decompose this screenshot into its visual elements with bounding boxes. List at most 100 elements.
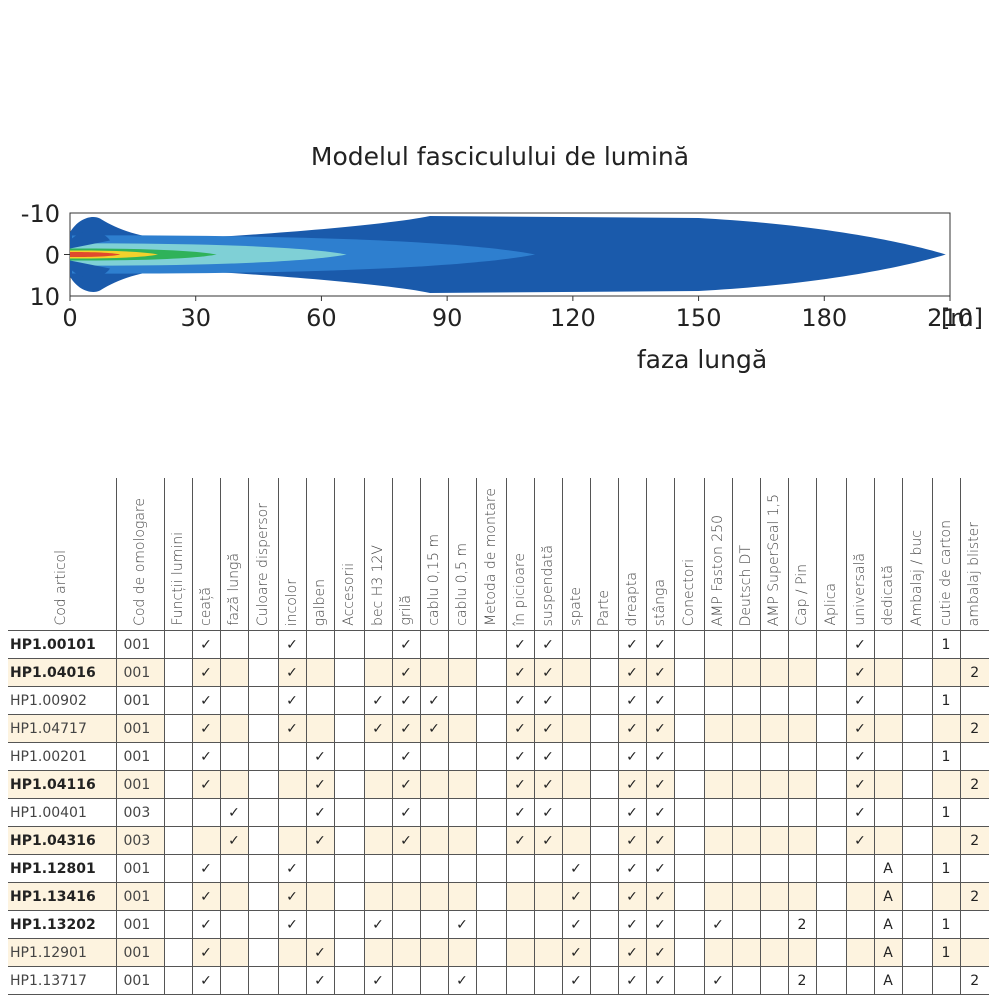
table-cell <box>448 826 477 855</box>
table-cell <box>732 686 761 715</box>
column-header-label: fază lungă <box>225 553 242 626</box>
table-cell <box>278 966 307 995</box>
table-cell <box>732 714 761 743</box>
table-cell <box>364 938 393 967</box>
table-row: HP1.00902 001 ✓ ✓ ✓ ✓ ✓ ✓ ✓ ✓ ✓ ✓ 1 <box>8 686 989 715</box>
table-cell <box>248 966 279 995</box>
table-cell <box>788 714 817 743</box>
table-cell <box>674 854 705 883</box>
table-cell: ✓ <box>562 882 591 911</box>
table-row: HP1.04316 003 ✓ ✓ ✓ ✓ ✓ ✓ ✓ ✓ 2 <box>8 826 989 855</box>
table-cell <box>732 966 761 995</box>
table-cell: 2 <box>788 910 817 939</box>
table-cell: ✓ <box>646 966 675 995</box>
article-code-cell: HP1.04717 <box>8 714 117 743</box>
table-cell <box>960 686 989 715</box>
table-cell <box>334 658 365 687</box>
table-cell <box>902 938 933 967</box>
table-cell: ✓ <box>618 798 647 827</box>
column-header-label: Deutsch DT <box>737 544 754 626</box>
chart-title: Modelul fasciculului de lumină <box>311 142 689 171</box>
approval-code-cell: 001 <box>116 966 165 995</box>
table-header-row: Cod articol Cod de omologare Funcții lumin… <box>8 478 989 631</box>
column-header-label: Conectori <box>680 558 697 626</box>
table-cell <box>192 798 221 827</box>
table-cell: ✓ <box>392 630 421 659</box>
table-cell <box>732 630 761 659</box>
table-cell: ✓ <box>392 770 421 799</box>
table-cell <box>874 826 903 855</box>
table-cell <box>248 826 279 855</box>
table-cell <box>448 882 477 911</box>
table-cell <box>248 658 279 687</box>
table-cell <box>732 742 761 771</box>
table-cell <box>760 966 789 995</box>
column-header-label: Accesorii <box>340 563 357 626</box>
table-cell <box>164 630 193 659</box>
table-cell <box>674 938 705 967</box>
table-row: HP1.12901 001 ✓ ✓ ✓ ✓ ✓ A 1 <box>8 938 989 967</box>
table-cell <box>420 966 449 995</box>
table-cell <box>562 630 591 659</box>
table-cell <box>364 742 393 771</box>
column-header-label: Aplica <box>822 583 839 626</box>
column-header-label: în picioare <box>511 553 528 626</box>
column-header: Ambalaj / buc <box>902 478 933 631</box>
table-cell: ✓ <box>392 742 421 771</box>
table-cell: 2 <box>960 966 989 995</box>
table-cell: ✓ <box>192 966 221 995</box>
column-header-label: grilă <box>397 595 414 626</box>
table-cell <box>932 882 961 911</box>
column-header-label: Funcții lumini <box>169 532 186 626</box>
approval-code-cell: 001 <box>116 882 165 911</box>
table-cell <box>334 770 365 799</box>
x-tick-label: 90 <box>432 304 463 332</box>
table-cell <box>220 770 249 799</box>
table-cell: ✓ <box>646 910 675 939</box>
table-cell <box>220 938 249 967</box>
table-body: HP1.00101 001 ✓ ✓ ✓ ✓ ✓ ✓ ✓ ✓ 1 HP1.04016 001 ✓ ✓ ✓ ✓ ✓ ✓ ✓… <box>8 630 989 995</box>
table-cell: ✓ <box>306 966 335 995</box>
table-cell <box>704 714 733 743</box>
table-cell <box>420 854 449 883</box>
table-cell <box>534 854 563 883</box>
table-cell <box>164 658 193 687</box>
table-cell: ✓ <box>534 686 563 715</box>
column-header-label: bec H3 12V <box>369 545 386 626</box>
table-cell: ✓ <box>306 742 335 771</box>
table-cell <box>420 826 449 855</box>
table-cell <box>220 658 249 687</box>
approval-code-cell: 003 <box>116 798 165 827</box>
table-cell <box>334 714 365 743</box>
table-cell <box>164 798 193 827</box>
table-cell <box>732 882 761 911</box>
table-cell <box>248 770 279 799</box>
approval-code-cell: 001 <box>116 714 165 743</box>
column-header: cablu 0,15 m <box>420 478 449 631</box>
table-cell <box>164 910 193 939</box>
table-cell: ✓ <box>846 742 875 771</box>
table-cell: 1 <box>932 938 961 967</box>
table-cell: ✓ <box>646 770 675 799</box>
column-header-label: dedicată <box>879 565 896 626</box>
approval-code-cell: 001 <box>116 630 165 659</box>
table-cell: ✓ <box>392 714 421 743</box>
table-cell <box>846 854 875 883</box>
article-code-cell: HP1.13202 <box>8 910 117 939</box>
table-cell: ✓ <box>506 630 535 659</box>
table-cell <box>476 966 507 995</box>
table-cell <box>248 742 279 771</box>
table-cell <box>278 938 307 967</box>
table-cell <box>306 910 335 939</box>
table-cell <box>960 798 989 827</box>
table-cell <box>420 910 449 939</box>
table-cell: ✓ <box>618 938 647 967</box>
table-cell: ✓ <box>278 714 307 743</box>
table-cell: ✓ <box>306 770 335 799</box>
table-cell <box>220 966 249 995</box>
table-cell <box>816 882 847 911</box>
table-cell <box>306 714 335 743</box>
table-cell <box>874 658 903 687</box>
table-cell: ✓ <box>846 658 875 687</box>
table-cell <box>760 742 789 771</box>
